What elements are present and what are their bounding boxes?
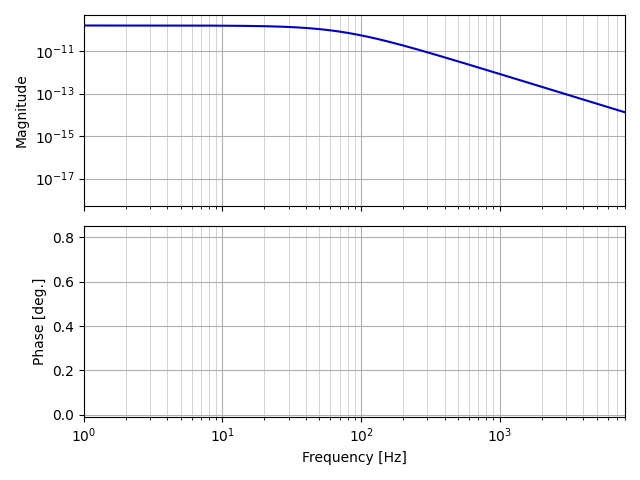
Y-axis label: Magnitude: Magnitude	[15, 74, 29, 147]
X-axis label: Frequency [Hz]: Frequency [Hz]	[302, 451, 407, 465]
Y-axis label: Phase [deg.]: Phase [deg.]	[33, 278, 47, 365]
